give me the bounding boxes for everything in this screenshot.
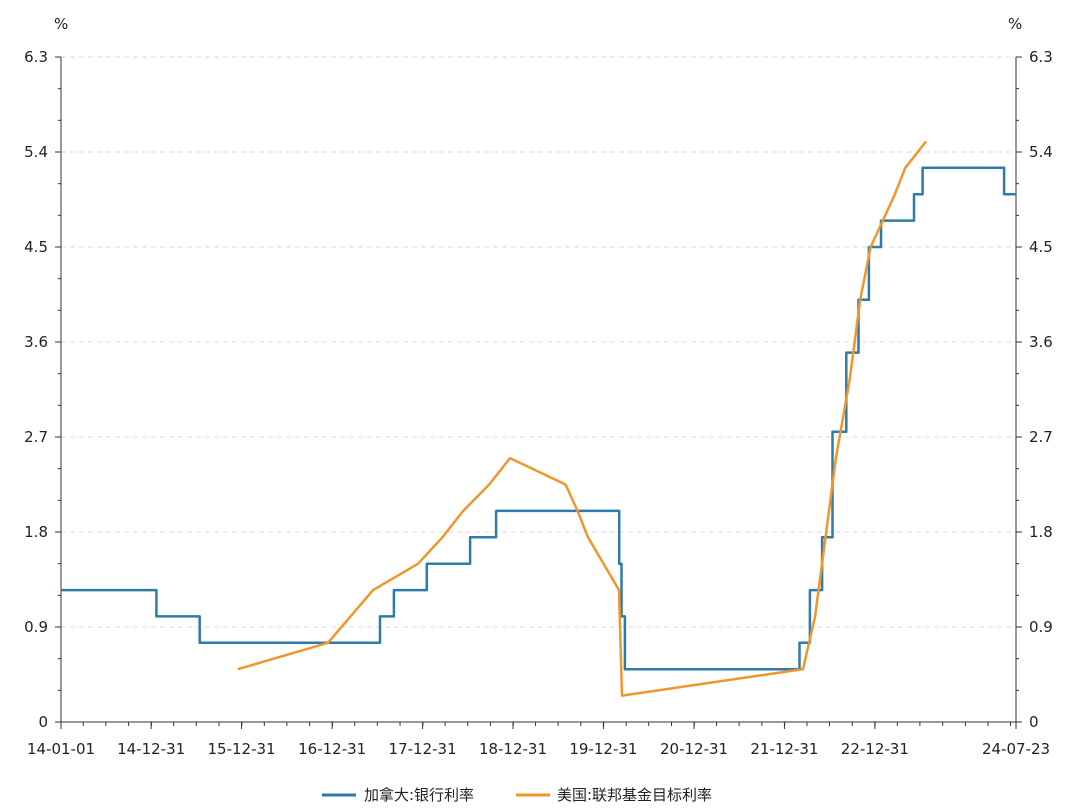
legend-label-us: 美国:联邦基金目标利率 [557, 786, 712, 804]
y-tick-label-right: 2.7 [1029, 428, 1053, 446]
x-tick-label: 18-12-31 [479, 740, 547, 758]
y-tick-label-right: 1.8 [1029, 523, 1053, 541]
x-tick-label: 22-12-31 [841, 740, 909, 758]
x-tick-label: 16-12-31 [298, 740, 366, 758]
legend: 加拿大:银行利率 美国:联邦基金目标利率 [322, 786, 712, 804]
y-tick-label-right: 4.5 [1029, 238, 1053, 256]
x-tick-label: 14-12-31 [117, 740, 185, 758]
y-tick-label-left: 4.5 [24, 238, 48, 256]
y-tick-label-right: 5.4 [1029, 143, 1053, 161]
grid-lines [61, 56, 1016, 628]
y-tick-label-right: 6.3 [1029, 48, 1053, 66]
left-unit-label: % [54, 15, 68, 33]
y-tick-label-right: 0 [1029, 713, 1039, 731]
axes [55, 56, 1022, 729]
y-tick-labels: 0 0 0.9 0.9 1.8 1.8 2.7 2.7 3.6 3.6 4.5 4.5 5.4 5.4 6.… [24, 48, 1053, 731]
x-tick-label: 14-01-01 [27, 740, 95, 758]
x-tick-label: 20-12-31 [660, 740, 728, 758]
y-tick-label-left: 0 [38, 713, 48, 731]
y-tick-label-left: 0.9 [24, 618, 48, 636]
series-line-us [237, 140, 928, 697]
y-tick-label-left: 2.7 [24, 428, 48, 446]
x-tick-label: 21-12-31 [750, 740, 818, 758]
y-tick-label-left: 3.6 [24, 333, 48, 351]
x-tick-label: 17-12-31 [389, 740, 457, 758]
y-tick-label-left: 6.3 [24, 48, 48, 66]
x-tick-label: 15-12-31 [208, 740, 276, 758]
x-tick-labels: 14-01-01 14-12-31 15-12-31 16-12-31 17-12-31… [27, 740, 1050, 758]
y-tick-label-left: 1.8 [24, 523, 48, 541]
series-lines [61, 140, 1016, 697]
x-tick-label: 19-12-31 [569, 740, 637, 758]
y-tick-label-left: 5.4 [24, 143, 48, 161]
y-tick-label-right: 3.6 [1029, 333, 1053, 351]
legend-label-canada: 加拿大:银行利率 [364, 786, 474, 804]
x-tick-label: 24-07-23 [982, 740, 1050, 758]
y-tick-label-right: 0.9 [1029, 618, 1053, 636]
right-unit-label: % [1008, 15, 1022, 33]
